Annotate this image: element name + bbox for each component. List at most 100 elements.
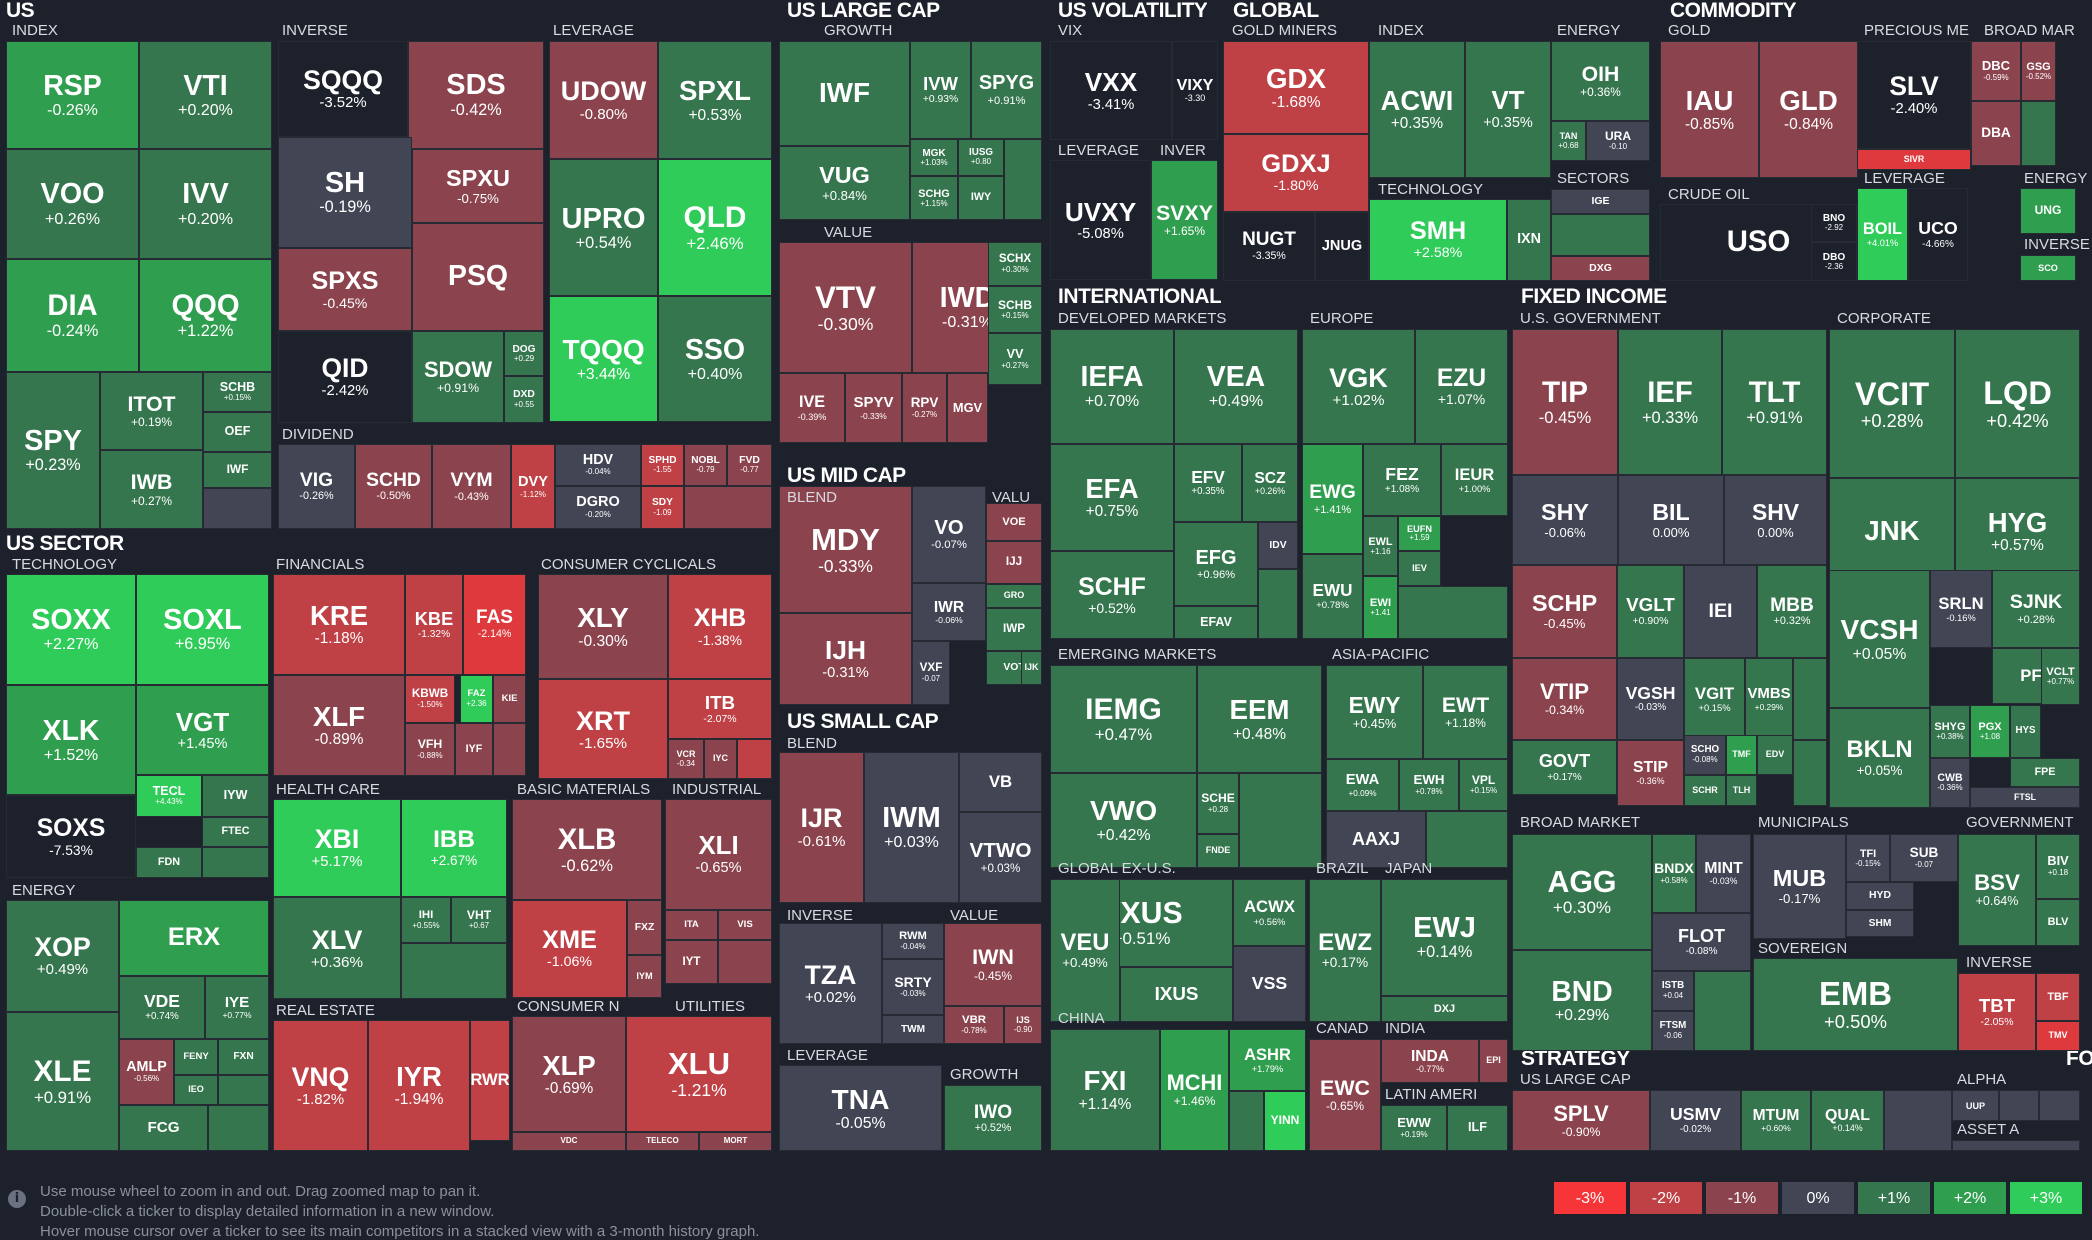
ticker-unlabeled[interactable] [1551, 214, 1650, 256]
ticker-iev[interactable]: IEV [1398, 551, 1441, 586]
ticker-dia[interactable]: DIA -0.24% [6, 259, 139, 372]
ticker-shv[interactable]: SHV 0.00% [1724, 475, 1827, 565]
ticker-iwn[interactable]: IWN -0.45% [944, 923, 1042, 1006]
ticker-ieur[interactable]: IEUR +1.00% [1441, 444, 1508, 516]
ticker-sqqq[interactable]: SQQQ -3.52% [278, 41, 408, 137]
ticker-mbb[interactable]: MBB +0.32% [1757, 565, 1827, 658]
ticker-gld[interactable]: GLD -0.84% [1759, 41, 1858, 178]
ticker-fvd[interactable]: FVD -0.77 [727, 444, 772, 486]
ticker-scho[interactable]: SCHO -0.08% [1684, 735, 1726, 775]
ticker-schg[interactable]: SCHG +1.15% [910, 176, 958, 220]
ticker-hyg[interactable]: HYG +0.57% [1955, 478, 2080, 585]
ticker-bkln[interactable]: BKLN +0.05% [1829, 708, 1930, 808]
ticker-iwy[interactable]: IWY [958, 176, 1004, 220]
ticker-aaxj[interactable]: AAXJ [1326, 811, 1426, 868]
ticker-bil[interactable]: BIL 0.00% [1618, 475, 1724, 565]
ticker-ewl[interactable]: EWL +1.16 [1363, 516, 1398, 576]
ticker-ewu[interactable]: EWU +0.78% [1302, 554, 1363, 639]
ticker-ita[interactable]: ITA [665, 910, 718, 940]
ticker-rpv[interactable]: RPV -0.27% [902, 373, 947, 443]
ticker-uup[interactable]: UUP [1952, 1090, 1999, 1121]
ticker-biv[interactable]: BIV +0.18 [2036, 834, 2080, 899]
ticker-rsp[interactable]: RSP -0.26% [6, 41, 139, 149]
ticker-acwi[interactable]: ACWI +0.35% [1369, 41, 1465, 178]
ticker-unlabeled[interactable] [1229, 1091, 1264, 1151]
ticker-iwp[interactable]: IWP [986, 608, 1042, 651]
ticker-vdc[interactable]: VDC [512, 1132, 626, 1151]
ticker-unlabeled[interactable] [2021, 101, 2056, 166]
ticker-yinn[interactable]: YINN [1264, 1091, 1306, 1151]
ticker-unlabeled[interactable] [1258, 569, 1298, 639]
ticker-ief[interactable]: IEF +0.33% [1618, 329, 1722, 475]
ticker-dgro[interactable]: DGRO -0.20% [555, 486, 641, 529]
ticker-agg[interactable]: AGG +0.30% [1512, 834, 1652, 950]
ticker-tna[interactable]: TNA -0.05% [779, 1065, 942, 1151]
ticker-amlp[interactable]: AMLP -0.56% [119, 1039, 174, 1105]
ticker-itot[interactable]: ITOT +0.19% [100, 372, 203, 450]
ticker-fas[interactable]: FAS -2.14% [463, 574, 526, 675]
ticker-iwf[interactable]: IWF [779, 41, 910, 146]
ticker-vcit[interactable]: VCIT +0.28% [1829, 329, 1955, 478]
ticker-unlabeled[interactable] [1952, 1140, 2080, 1151]
ticker-cwb[interactable]: CWB -0.36% [1930, 758, 1970, 808]
ticker-kre[interactable]: KRE -1.18% [273, 574, 405, 675]
ticker-oih[interactable]: OIH +0.36% [1551, 41, 1650, 121]
ticker-oef[interactable]: OEF [203, 412, 272, 452]
ticker-efav[interactable]: EFAV [1174, 606, 1258, 639]
ticker-vht[interactable]: VHT +0.67 [451, 897, 507, 943]
ticker-ezu[interactable]: EZU +1.07% [1415, 329, 1508, 444]
ticker-splv[interactable]: SPLV -0.90% [1512, 1090, 1650, 1151]
ticker-ive[interactable]: IVE -0.39% [779, 373, 845, 443]
ticker-srln[interactable]: SRLN -0.16% [1930, 570, 1992, 648]
ticker-sso[interactable]: SSO +0.40% [658, 296, 772, 422]
ticker-iyf[interactable]: IYF [455, 723, 493, 776]
ticker-edv[interactable]: EDV [1757, 735, 1793, 775]
ticker-ewt[interactable]: EWT +1.18% [1423, 665, 1508, 759]
ticker-mchi[interactable]: MCHI +1.46% [1160, 1029, 1229, 1151]
ticker-xlu[interactable]: XLU -1.21% [626, 1016, 772, 1132]
ticker-lqd[interactable]: LQD +0.42% [1955, 329, 2080, 478]
ticker-fxz[interactable]: FXZ [627, 900, 662, 955]
ticker-veu[interactable]: VEU +0.49% [1050, 879, 1120, 1022]
ticker-uco[interactable]: UCO -4.66% [1908, 188, 1968, 281]
ticker-spxl[interactable]: SPXL +0.53% [658, 41, 772, 159]
ticker-usmv[interactable]: USMV -0.02% [1650, 1090, 1741, 1151]
ticker-vo[interactable]: VO -0.07% [912, 486, 986, 583]
ticker-srty[interactable]: SRTY -0.03% [882, 959, 944, 1015]
ticker-sdy[interactable]: SDY -1.09 [641, 486, 684, 529]
ticker-mub[interactable]: MUB -0.17% [1753, 834, 1846, 939]
ticker-bsv[interactable]: BSV +0.64% [1958, 834, 2036, 946]
ticker-soxl[interactable]: SOXL +6.95% [136, 574, 269, 685]
ticker-tan[interactable]: TAN +0.68 [1551, 121, 1586, 161]
ticker-slv[interactable]: SLV -2.40% [1857, 41, 1971, 149]
ticker-dxj[interactable]: DXJ [1381, 996, 1508, 1022]
ticker-xly[interactable]: XLY -0.30% [538, 574, 668, 679]
ticker-schb[interactable]: SCHB +0.15% [988, 286, 1042, 333]
ticker-voo[interactable]: VOO +0.26% [6, 149, 139, 259]
ticker-ige[interactable]: IGE [1551, 189, 1650, 214]
ticker-unlabeled[interactable] [1999, 1090, 2039, 1121]
ticker-mgv[interactable]: MGV [947, 373, 988, 443]
ticker-schd[interactable]: SCHD -0.50% [355, 444, 432, 529]
ticker-tlh[interactable]: TLH [1726, 775, 1757, 806]
ticker-kbe[interactable]: KBE -1.32% [405, 574, 463, 675]
ticker-unlabeled[interactable] [208, 1105, 269, 1151]
ticker-mdy[interactable]: MDY -0.33% [779, 486, 912, 613]
ticker-fnde[interactable]: FNDE [1197, 834, 1239, 868]
ticker-vixy[interactable]: VIXY -3.30 [1172, 41, 1218, 140]
ticker-dbc[interactable]: DBC -0.59% [1971, 41, 2021, 101]
ticker-unlabeled[interactable] [1239, 773, 1322, 868]
ticker-sh[interactable]: SH -0.19% [278, 137, 412, 248]
ticker-iyc[interactable]: IYC [704, 739, 737, 779]
ticker-sphd[interactable]: SPHD -1.55 [641, 444, 684, 486]
ticker-vxf[interactable]: VXF -0.07 [912, 641, 950, 705]
ticker-soxs[interactable]: SOXS -7.53% [6, 795, 136, 878]
ticker-ftsm[interactable]: FTSM -0.06 [1652, 1011, 1694, 1051]
ticker-fpe[interactable]: FPE [2010, 758, 2080, 787]
ticker-nugt[interactable]: NUGT -3.35% [1223, 212, 1315, 281]
ticker-shyg[interactable]: SHYG +0.38% [1930, 705, 1970, 758]
ticker-ewc[interactable]: EWC -0.65% [1309, 1039, 1381, 1151]
ticker-mgk[interactable]: MGK +1.03% [910, 139, 958, 176]
ticker-ewh[interactable]: EWH +0.78% [1399, 759, 1459, 811]
ticker-qid[interactable]: QID -2.42% [278, 331, 412, 423]
